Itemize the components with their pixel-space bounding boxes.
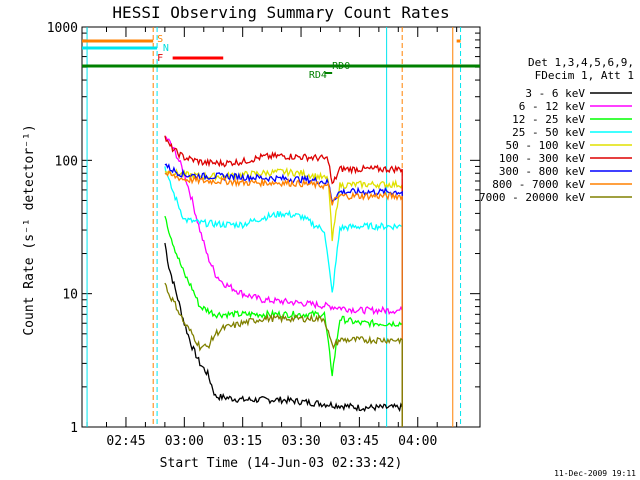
x-tick-label: 03:15 [223,434,262,449]
time-markers [86,27,462,427]
y-tick-label: 10 [62,288,78,303]
flag-bars: SNF RD0 RD4 [82,34,480,81]
plot-frame [81,26,481,428]
flag-label: N [163,43,169,54]
series-line [164,166,403,427]
flag-label: RD4 [309,70,327,81]
flag-label: S [157,34,163,45]
y-tick-label: 1 [70,421,78,436]
legend-label: 300 - 800 keV [499,165,585,178]
legend-label: 25 - 50 keV [512,126,585,139]
legend-header-line-2: FDecim 1, Att 1 [535,69,634,82]
series-line [164,135,403,427]
footer-date: 11-Dec-2009 19:11 [554,469,636,478]
flag-label: F [157,53,163,64]
legend-label: 6 - 12 keV [519,100,586,113]
series-line [164,215,403,427]
series-line [164,166,403,427]
x-tick-label: 03:00 [165,434,204,449]
series-lines [164,135,403,427]
axis-ticks: 02:45 03:00 03:15 03:30 03:45 04:00 1 10 100 1000 [47,21,480,449]
series-line [164,163,403,427]
series-line [164,282,403,427]
legend-label: 7000 - 20000 keV [479,191,585,204]
x-tick-label: 02:45 [106,434,145,449]
legend-label: 50 - 100 keV [506,139,586,152]
x-tick-label: 04:00 [398,434,437,449]
legend-label: 12 - 25 keV [512,113,585,126]
series-line [164,242,403,427]
x-tick-label: 03:30 [281,434,320,449]
legend-label: 800 - 7000 keV [492,178,585,191]
chart-title: HESSI Observing Summary Count Rates [112,3,449,22]
flag-label: RD0 [332,61,350,72]
legend-header-line-1: Det 1,3,4,5,6,9, [528,56,634,69]
legend-label: 100 - 300 keV [499,152,585,165]
x-tick-label: 03:45 [340,434,379,449]
y-tick-label: 100 [55,154,78,169]
y-tick-label: 1000 [47,21,78,36]
legend-label: 3 - 6 keV [525,87,585,100]
series-line [164,135,403,427]
x-axis-label: Start Time (14-Jun-03 02:33:42) [160,456,403,471]
series-line [164,170,403,427]
y-axis-label: Count Rate (s⁻¹ detector⁻¹) [22,124,37,335]
